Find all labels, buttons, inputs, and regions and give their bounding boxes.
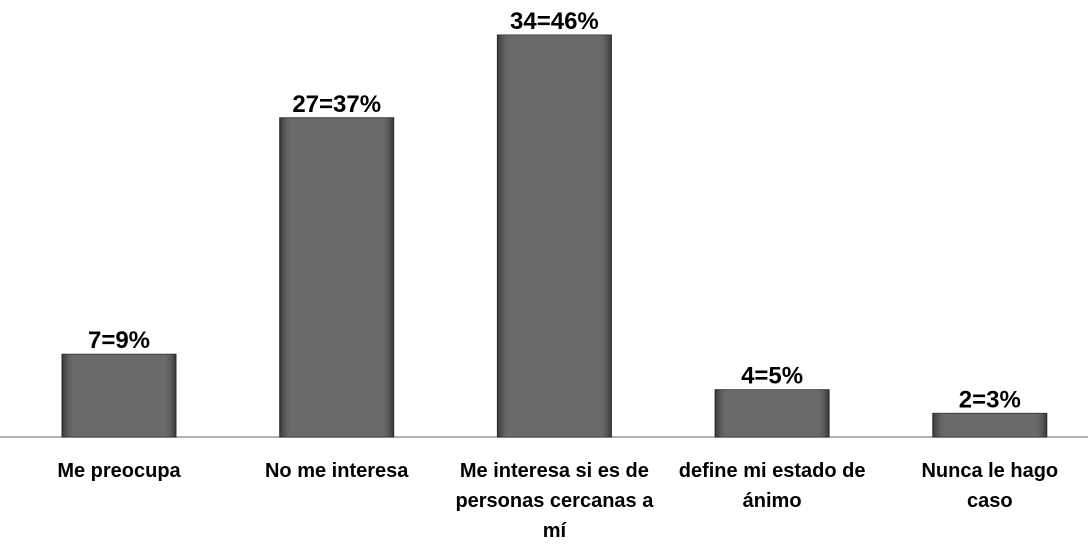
x-tick-label: Me preocupa (57, 460, 181, 482)
x-tick-label: Me interesa si es de personas cercanas a… (455, 460, 654, 542)
x-tick-label: Nunca le hago caso (921, 460, 1059, 512)
value-label: 2=3% (959, 386, 1021, 413)
x-tick-label: No me interesa (264, 460, 409, 482)
value-label: 27=37% (292, 91, 381, 118)
bar (932, 412, 1048, 438)
bar (714, 389, 830, 438)
bar (279, 117, 395, 438)
value-label: 34=46% (510, 8, 599, 35)
value-label: 7=9% (88, 327, 150, 354)
value-label: 4=5% (741, 363, 803, 390)
bar (496, 34, 612, 438)
bar (61, 353, 177, 438)
x-tick-label: define mi estado de ánimo (678, 460, 866, 512)
